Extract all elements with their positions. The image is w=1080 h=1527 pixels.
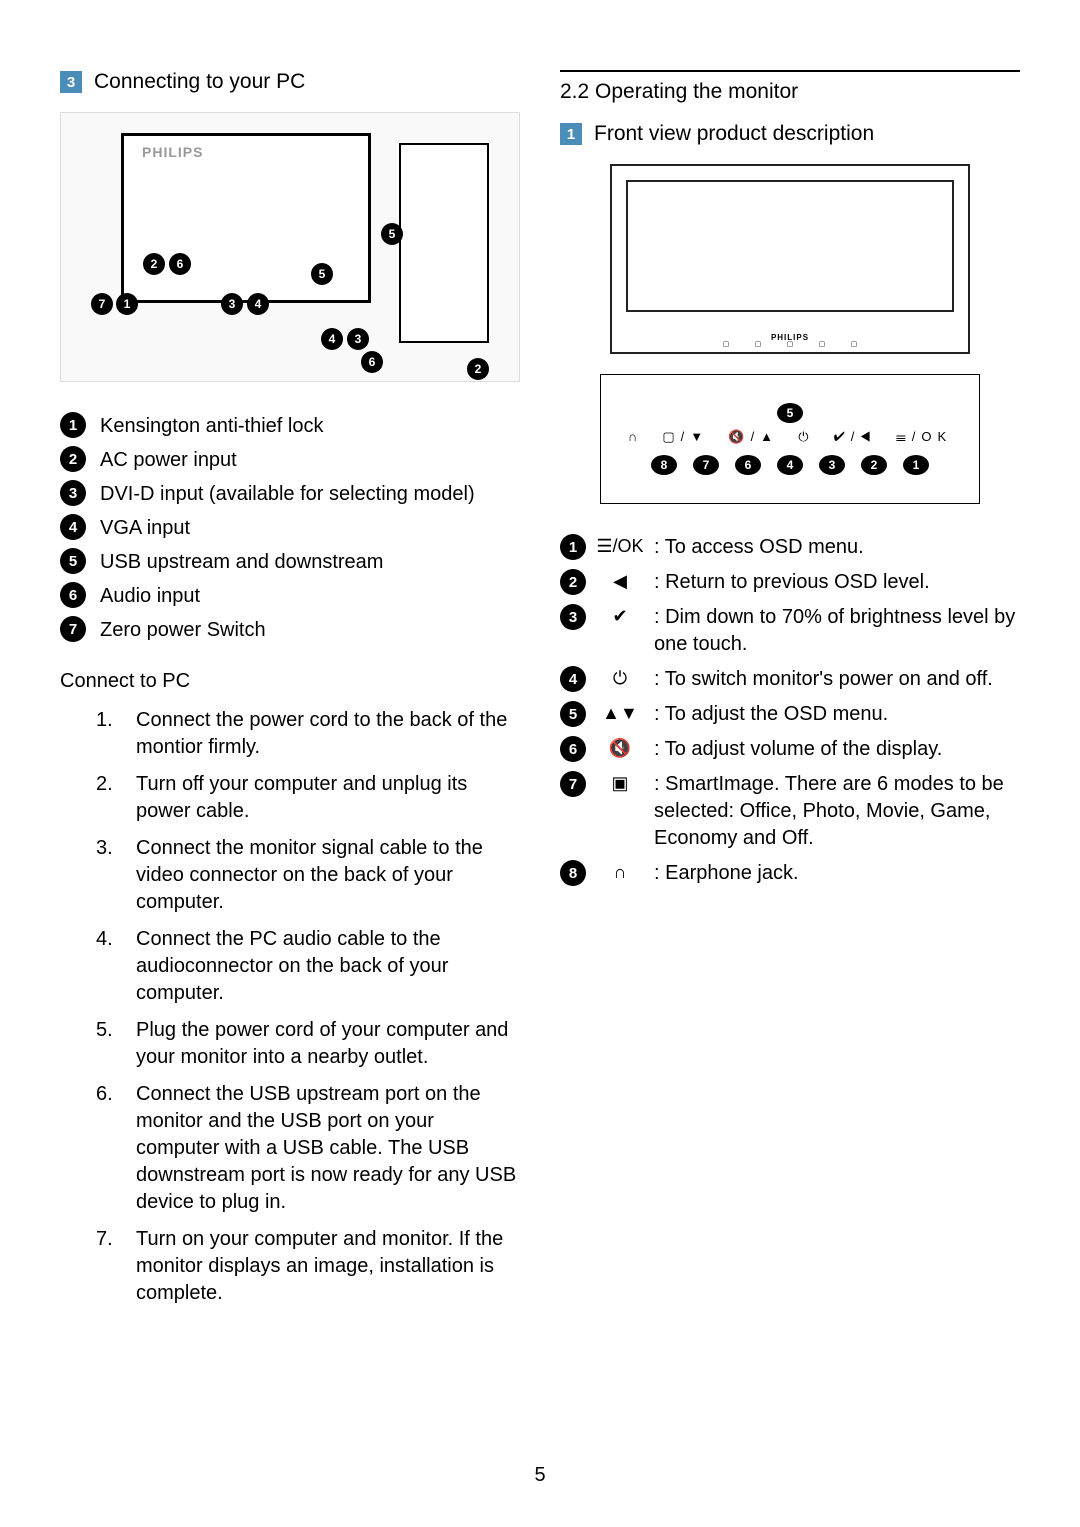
earphone-icon: ∩ xyxy=(596,860,644,883)
section-number-box: 3 xyxy=(60,71,82,93)
legend-num-4: 4 xyxy=(60,514,86,540)
volume-icon: 🔇 xyxy=(596,736,644,759)
step-text: Turn on your computer and monitor. If th… xyxy=(136,1226,520,1307)
smartimage-icon: ▣ xyxy=(596,771,644,794)
ctrl-desc: : To access OSD menu. xyxy=(654,534,864,561)
controls-legend: 1 ☰/OK : To access OSD menu. 2 ◀ : Return to… xyxy=(560,534,1020,887)
ctrl-num-7: 7 xyxy=(560,771,586,797)
page-number: 5 xyxy=(534,1464,545,1487)
legend-text-5: USB upstream and downstream xyxy=(100,548,383,576)
step-num: 1. xyxy=(96,707,118,761)
brightness-icon: ✔ xyxy=(596,604,644,627)
operating-title: 2.2 Operating the monitor xyxy=(560,80,1020,104)
step-text: Connect the PC audio cable to the audioc… xyxy=(136,926,520,1007)
step-num: 6. xyxy=(96,1081,118,1216)
ctrl-num-4: 4 xyxy=(560,666,586,692)
section-title: Connecting to your PC xyxy=(94,70,305,94)
section-header-connecting: 3 Connecting to your PC xyxy=(60,70,520,94)
ctrl-num-1: 1 xyxy=(560,534,586,560)
ctrl-desc: : Dim down to 70% of brightness level by… xyxy=(654,604,1020,658)
legend-num-6: 6 xyxy=(60,582,86,608)
power-icon: ⏻ xyxy=(596,666,644,689)
connector-legend: 1 Kensington anti-thief lock 2 AC power in… xyxy=(60,412,520,644)
subsection-title: Front view product description xyxy=(594,122,874,146)
legend-num-2: 2 xyxy=(60,446,86,472)
control-panel-diagram: 5 ∩ ▢/▼ 🔇/▲ ⏻ ✔/◀ ☰/OK 8 7 6 4 3 2 1 xyxy=(600,374,980,504)
legend-num-7: 7 xyxy=(60,616,86,642)
ctrl-num-8: 8 xyxy=(560,860,586,886)
legend-num-5: 5 xyxy=(60,548,86,574)
legend-text-4: VGA input xyxy=(100,514,190,542)
ctrl-desc: : SmartImage. There are 6 modes to be se… xyxy=(654,771,1020,852)
step-num: 4. xyxy=(96,926,118,1007)
ctrl-num-6: 6 xyxy=(560,736,586,762)
connection-diagram: 7 1 2 6 3 4 5 4 3 6 5 2 xyxy=(60,112,520,382)
legend-text-2: AC power input xyxy=(100,446,237,474)
step-text: Plug the power cord of your computer and… xyxy=(136,1017,520,1071)
monitor-front-diagram: PHILIPS ▢▢▢▢▢ xyxy=(610,164,970,354)
connection-steps: 1. Connect the power cord to the back of … xyxy=(60,707,520,1307)
legend-text-3: DVI-D input (available for selecting mod… xyxy=(100,480,475,508)
legend-text-7: Zero power Switch xyxy=(100,616,266,644)
legend-text-1: Kensington anti-thief lock xyxy=(100,412,323,440)
step-num: 5. xyxy=(96,1017,118,1071)
menu-ok-icon: ☰/OK xyxy=(596,534,644,557)
legend-num-1: 1 xyxy=(60,412,86,438)
ctrl-desc: : Earphone jack. xyxy=(654,860,799,887)
front-view-header: 1 Front view product description xyxy=(560,122,1020,146)
ctrl-num-5: 5 xyxy=(560,701,586,727)
connect-to-pc-head: Connect to PC xyxy=(60,670,520,693)
ctrl-desc: : Return to previous OSD level. xyxy=(654,569,930,596)
ctrl-desc: : To adjust the OSD menu. xyxy=(654,701,888,728)
ctrl-num-3: 3 xyxy=(560,604,586,630)
step-num: 7. xyxy=(96,1226,118,1307)
up-down-icon: ▲▼ xyxy=(596,701,644,724)
legend-num-3: 3 xyxy=(60,480,86,506)
step-text: Connect the USB upstream port on the mon… xyxy=(136,1081,520,1216)
step-text: Connect the monitor signal cable to the … xyxy=(136,835,520,916)
ctrl-desc: : To adjust volume of the display. xyxy=(654,736,942,763)
ctrl-desc: : To switch monitor's power on and off. xyxy=(654,666,993,693)
right-column: 2.2 Operating the monitor 1 Front view p… xyxy=(560,70,1020,1317)
ctrl-num-2: 2 xyxy=(560,569,586,595)
step-text: Connect the power cord to the back of th… xyxy=(136,707,520,761)
left-column: 3 Connecting to your PC 7 1 2 6 3 4 5 4 … xyxy=(60,70,520,1317)
back-arrow-icon: ◀ xyxy=(596,569,644,592)
subsection-number-box: 1 xyxy=(560,123,582,145)
step-text: Turn off your computer and unplug its po… xyxy=(136,771,520,825)
legend-text-6: Audio input xyxy=(100,582,200,610)
step-num: 2. xyxy=(96,771,118,825)
step-num: 3. xyxy=(96,835,118,916)
